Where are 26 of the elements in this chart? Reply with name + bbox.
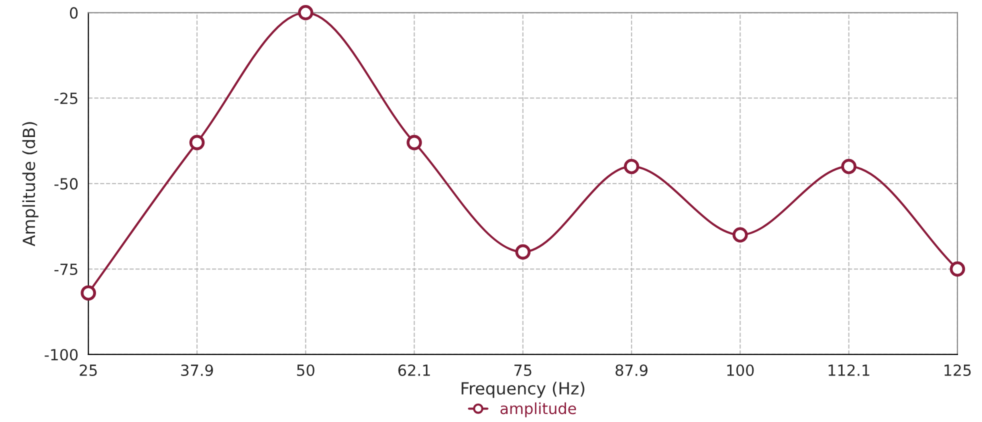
x-tick-label: 75 <box>514 364 532 376</box>
point <box>298 5 314 20</box>
point <box>515 244 531 260</box>
x-tick-label: 62.1 <box>398 364 430 376</box>
y-tick-label: -75 <box>54 264 78 276</box>
x-axis-title: Frequency (Hz) <box>462 382 584 398</box>
y-tick-label: -100 <box>44 348 78 360</box>
x-tick-label: 25 <box>80 364 97 376</box>
point <box>80 285 96 301</box>
y-tick-label: -25 <box>54 92 78 104</box>
x-tick-label: 125 <box>944 364 971 376</box>
x-tick-label: 50 <box>297 364 314 376</box>
x-tick-label: 100 <box>727 364 754 376</box>
point <box>624 158 640 174</box>
x-tick-label: 112.1 <box>828 364 870 376</box>
legend-label: amplitude <box>500 402 576 418</box>
point <box>950 261 966 277</box>
x-tick-label: 87.9 <box>616 364 648 376</box>
point <box>841 158 856 174</box>
y-tick-label: 0 <box>70 7 78 19</box>
point <box>189 134 205 150</box>
y-axis-title: Amplitude (dB) <box>22 122 38 246</box>
y-tick-label: -50 <box>54 178 78 190</box>
point <box>406 134 422 150</box>
x-tick-label: 37.9 <box>181 364 213 376</box>
point <box>732 227 748 242</box>
